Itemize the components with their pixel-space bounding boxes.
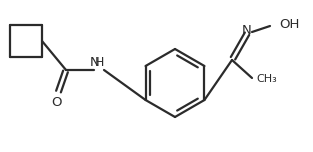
Text: H: H bbox=[95, 57, 104, 69]
Text: OH: OH bbox=[279, 19, 299, 31]
Text: O: O bbox=[52, 96, 62, 109]
Text: N: N bbox=[242, 24, 252, 38]
Text: N: N bbox=[90, 57, 100, 69]
Text: CH₃: CH₃ bbox=[256, 74, 277, 84]
